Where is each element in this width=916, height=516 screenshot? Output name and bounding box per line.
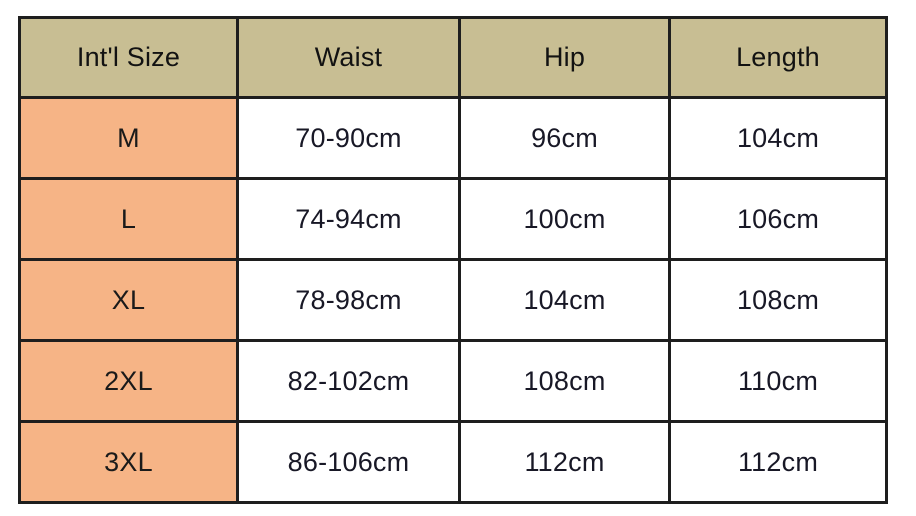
table-row: 3XL 86-106cm 112cm 112cm — [18, 420, 888, 504]
length-cell: 106cm — [668, 177, 888, 261]
column-header-length: Length — [668, 16, 888, 99]
waist-cell: 74-94cm — [236, 177, 461, 261]
length-cell: 112cm — [668, 420, 888, 504]
hip-cell: 100cm — [458, 177, 671, 261]
column-header-intl-size: Int'l Size — [18, 16, 239, 99]
size-cell: L — [18, 177, 239, 261]
hip-cell: 108cm — [458, 339, 671, 423]
waist-cell: 70-90cm — [236, 96, 461, 180]
table-row: L 74-94cm 100cm 106cm — [18, 177, 888, 261]
size-cell: XL — [18, 258, 239, 342]
waist-cell: 82-102cm — [236, 339, 461, 423]
length-cell: 104cm — [668, 96, 888, 180]
size-cell: 2XL — [18, 339, 239, 423]
hip-cell: 112cm — [458, 420, 671, 504]
length-cell: 110cm — [668, 339, 888, 423]
hip-cell: 96cm — [458, 96, 671, 180]
table-row: M 70-90cm 96cm 104cm — [18, 96, 888, 180]
size-cell: M — [18, 96, 239, 180]
size-chart-table: Int'l Size Waist Hip Length M 70-90cm 96… — [18, 16, 888, 504]
waist-cell: 78-98cm — [236, 258, 461, 342]
column-header-hip: Hip — [458, 16, 671, 99]
length-cell: 108cm — [668, 258, 888, 342]
table-row: 2XL 82-102cm 108cm 110cm — [18, 339, 888, 423]
waist-cell: 86-106cm — [236, 420, 461, 504]
size-cell: 3XL — [18, 420, 239, 504]
table-row: XL 78-98cm 104cm 108cm — [18, 258, 888, 342]
header-row: Int'l Size Waist Hip Length — [18, 16, 888, 99]
column-header-waist: Waist — [236, 16, 461, 99]
hip-cell: 104cm — [458, 258, 671, 342]
